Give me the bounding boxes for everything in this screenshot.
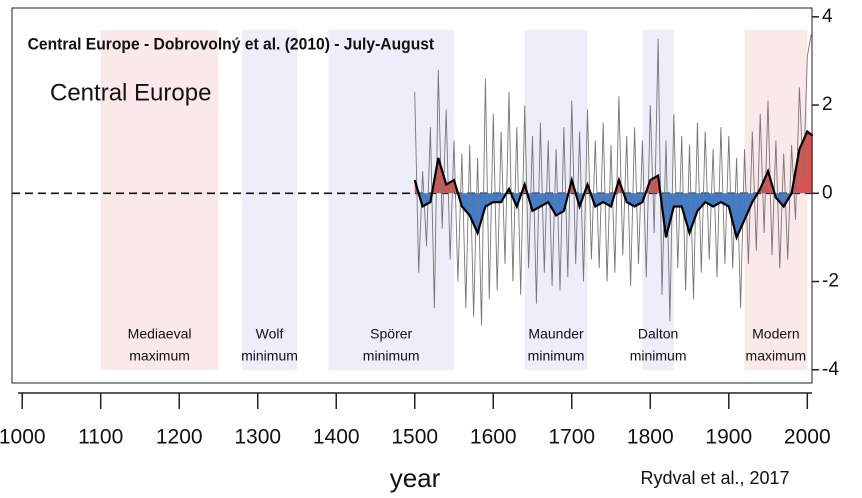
x-tick-label: 2000: [784, 426, 831, 449]
period-label: maximum: [129, 348, 190, 364]
period-label: minimum: [241, 348, 298, 364]
negative-fill: [414, 193, 813, 238]
annual-line: [414, 34, 812, 326]
positive-fill: [414, 131, 813, 193]
x-tick-label: 1700: [548, 426, 595, 449]
period-label: minimum: [528, 348, 585, 364]
period-band: [242, 30, 297, 370]
period-label: Wolf: [256, 326, 284, 342]
x-tick-label: 1600: [470, 426, 517, 449]
smoothed-line: [413, 129, 814, 241]
period-label: Dalton: [638, 326, 678, 342]
y-tick-label: -4: [822, 359, 839, 380]
period-label: minimum: [630, 348, 687, 364]
period-label: maximum: [746, 348, 807, 364]
y-tick-label: 0: [822, 182, 833, 203]
chart-subtitle: Central Europe: [50, 79, 211, 106]
period-label: Maunder: [528, 326, 584, 342]
x-tick-label: 1000: [0, 426, 46, 449]
x-axis-label: year: [390, 463, 441, 493]
period-band: [328, 30, 455, 370]
plot-layer: [413, 34, 814, 326]
x-tick-label: 1400: [313, 426, 360, 449]
x-tick-label: 1800: [627, 426, 674, 449]
x-tick-label: 1500: [391, 426, 438, 449]
x-tick-label: 1900: [705, 426, 752, 449]
x-tick-label: 1200: [156, 426, 203, 449]
y-tick-label: -2: [822, 271, 839, 292]
x-tick-label: 1300: [234, 426, 281, 449]
period-label: Spörer: [370, 326, 412, 342]
period-label: Mediaeval: [128, 326, 192, 342]
period-band: [100, 30, 219, 370]
period-label: Modern: [752, 326, 799, 342]
x-tick-label: 1100: [78, 426, 123, 449]
y-tick-label: 2: [822, 94, 833, 115]
chart-title: Central Europe - Dobrovolný et al. (2010…: [28, 35, 435, 54]
plot-frame: [11, 7, 813, 384]
background-layer: Mediaeval maximum Wolf minimum Spörer minimum…: [12, 30, 812, 370]
credit: Rydval et al., 2017: [640, 468, 789, 488]
period-label: minimum: [363, 348, 420, 364]
y-tick-label: 4: [822, 6, 833, 27]
